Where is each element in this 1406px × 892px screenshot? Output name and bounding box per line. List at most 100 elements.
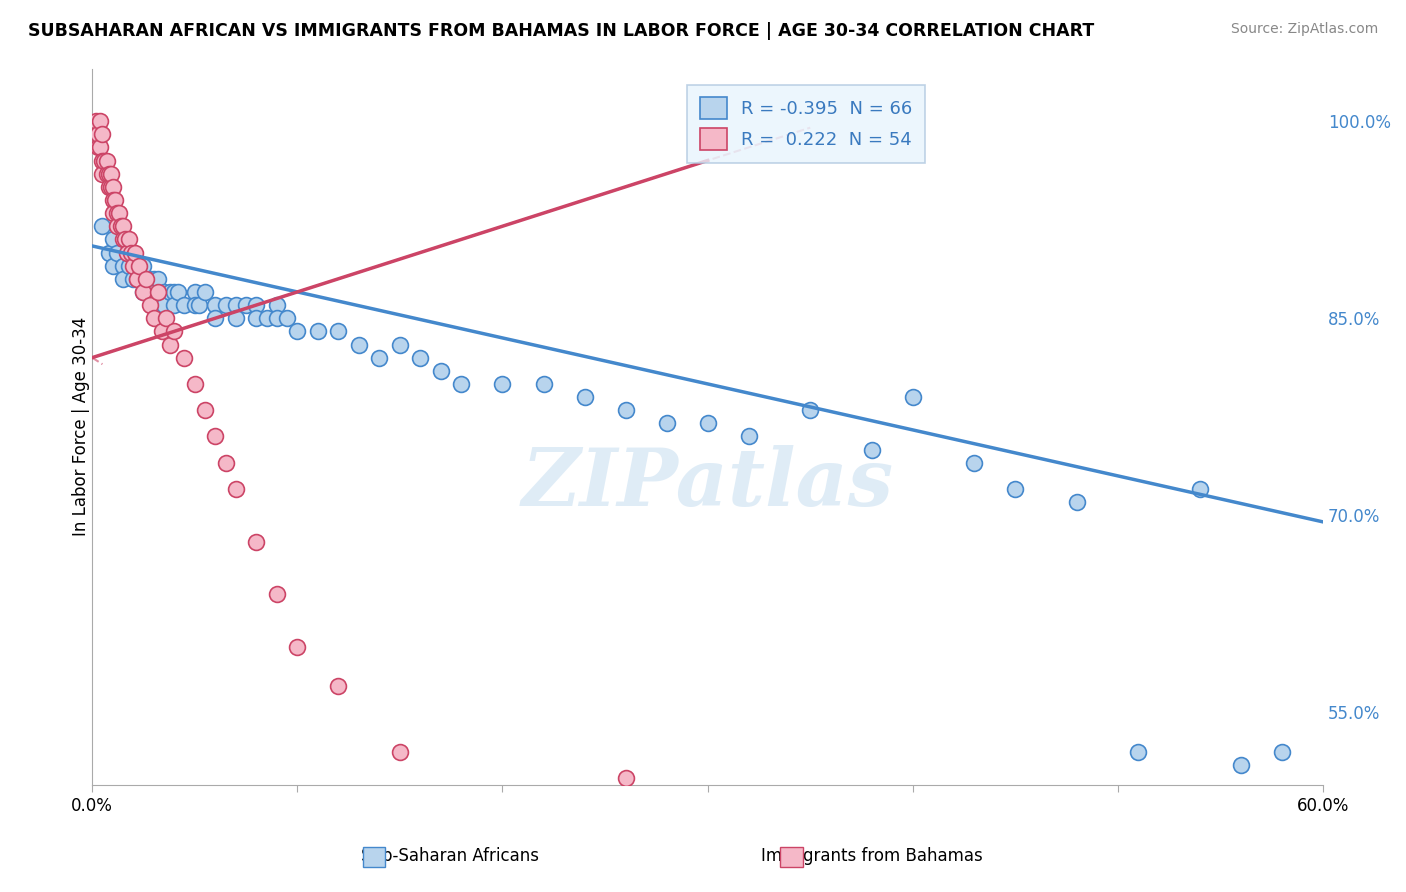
- Point: [184, 298, 207, 312]
- Point: [127, 272, 149, 286]
- Point: [142, 311, 165, 326]
- Point: [799, 403, 821, 417]
- Point: [89, 114, 111, 128]
- Point: [533, 376, 555, 391]
- Point: [1004, 482, 1026, 496]
- Point: [138, 298, 160, 312]
- Point: [111, 259, 134, 273]
- Point: [214, 298, 236, 312]
- Point: [163, 285, 186, 299]
- Point: [491, 376, 513, 391]
- Point: [87, 140, 110, 154]
- Point: [214, 456, 236, 470]
- Legend: R = -0.395  N = 66, R =  0.222  N = 54: R = -0.395 N = 66, R = 0.222 N = 54: [688, 85, 925, 163]
- Point: [153, 298, 176, 312]
- Point: [91, 219, 114, 234]
- Point: [184, 285, 207, 299]
- Point: [100, 167, 122, 181]
- Point: [163, 324, 186, 338]
- Point: [146, 272, 169, 286]
- Point: [194, 403, 217, 417]
- Point: [105, 219, 128, 234]
- Point: [108, 206, 131, 220]
- Point: [245, 311, 267, 326]
- Point: [93, 153, 115, 168]
- Point: [184, 376, 207, 391]
- Point: [150, 324, 173, 338]
- Point: [142, 285, 165, 299]
- Text: Immigrants from Bahamas: Immigrants from Bahamas: [761, 847, 983, 865]
- Point: [307, 324, 329, 338]
- Point: [101, 232, 124, 246]
- Point: [84, 114, 107, 128]
- Point: [173, 298, 195, 312]
- Point: [97, 167, 120, 181]
- Point: [111, 219, 134, 234]
- Point: [101, 206, 124, 220]
- Point: [266, 587, 288, 601]
- Point: [101, 179, 124, 194]
- Point: [388, 745, 411, 759]
- Point: [450, 376, 472, 391]
- Point: [105, 245, 128, 260]
- Point: [159, 337, 181, 351]
- Text: Sub-Saharan Africans: Sub-Saharan Africans: [361, 847, 538, 865]
- Point: [120, 245, 142, 260]
- Point: [430, 364, 453, 378]
- Text: ZIPatlas: ZIPatlas: [522, 445, 894, 523]
- Point: [128, 259, 150, 273]
- Text: SUBSAHARAN AFRICAN VS IMMIGRANTS FROM BAHAMAS IN LABOR FORCE | AGE 30-34 CORRELA: SUBSAHARAN AFRICAN VS IMMIGRANTS FROM BA…: [28, 22, 1094, 40]
- Point: [97, 245, 120, 260]
- Point: [1128, 745, 1150, 759]
- Point: [963, 456, 986, 470]
- Point: [1271, 745, 1294, 759]
- Point: [105, 206, 128, 220]
- Point: [122, 245, 145, 260]
- Point: [409, 351, 432, 365]
- Point: [328, 324, 350, 338]
- Point: [285, 324, 308, 338]
- Point: [134, 272, 156, 286]
- Point: [104, 193, 127, 207]
- Point: [285, 640, 308, 654]
- Point: [124, 245, 146, 260]
- Point: [87, 127, 110, 141]
- Point: [163, 298, 186, 312]
- Point: [245, 534, 267, 549]
- Y-axis label: In Labor Force | Age 30-34: In Labor Force | Age 30-34: [72, 317, 90, 536]
- Point: [159, 285, 181, 299]
- Point: [235, 298, 257, 312]
- Point: [146, 285, 169, 299]
- Point: [122, 259, 145, 273]
- Point: [187, 298, 209, 312]
- Point: [153, 285, 176, 299]
- Point: [138, 272, 160, 286]
- Point: [901, 390, 924, 404]
- Point: [614, 771, 637, 785]
- Point: [118, 259, 141, 273]
- Point: [737, 429, 759, 443]
- Point: [204, 429, 226, 443]
- Point: [1189, 482, 1212, 496]
- Point: [101, 193, 124, 207]
- Point: [132, 259, 155, 273]
- Point: [245, 298, 267, 312]
- Point: [173, 351, 195, 365]
- Point: [118, 232, 141, 246]
- Point: [100, 179, 122, 194]
- Point: [225, 298, 247, 312]
- Point: [115, 245, 138, 260]
- Point: [225, 311, 247, 326]
- Point: [96, 167, 118, 181]
- Point: [91, 167, 114, 181]
- Point: [101, 259, 124, 273]
- Point: [111, 272, 134, 286]
- Point: [91, 127, 114, 141]
- Point: [388, 337, 411, 351]
- Point: [194, 285, 217, 299]
- Point: [91, 153, 114, 168]
- Point: [132, 285, 155, 299]
- Point: [1230, 758, 1253, 772]
- Point: [860, 442, 883, 457]
- Point: [89, 140, 111, 154]
